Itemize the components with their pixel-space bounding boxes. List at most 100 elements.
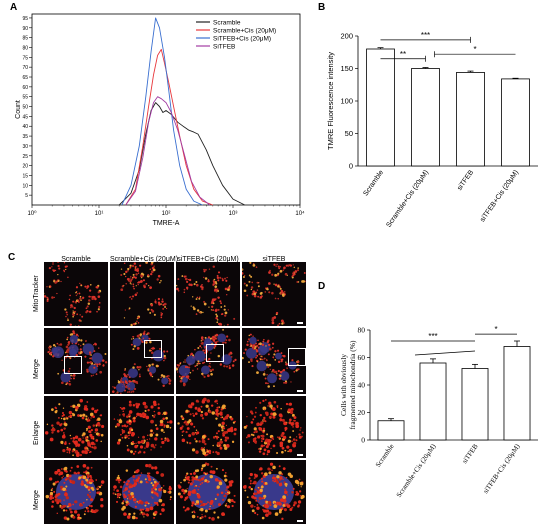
y-tick-label: 40 bbox=[22, 124, 28, 130]
significance-label: ** bbox=[400, 50, 406, 59]
column-header-2: siTFEB+Cis (20μM) bbox=[177, 256, 239, 263]
y-tick-label: 10 bbox=[22, 183, 28, 189]
column-header-1: Scramble+Cis (20μM) bbox=[110, 256, 179, 263]
y-tick-label: 85 bbox=[22, 36, 28, 42]
significance-line-group bbox=[414, 350, 476, 356]
zoom-region-box bbox=[288, 348, 306, 366]
y-tick-label: 40 bbox=[358, 381, 366, 390]
significance-label: * bbox=[473, 45, 476, 54]
y-tick-label: 95 bbox=[22, 16, 28, 22]
y-axis-label: Count bbox=[15, 100, 22, 119]
micrograph-r2-c3 bbox=[242, 396, 306, 458]
significance-label: *** bbox=[421, 31, 430, 40]
y-tick-label: 35 bbox=[22, 134, 28, 140]
legend-label-3: SiTFEB bbox=[213, 44, 235, 51]
bar bbox=[411, 68, 440, 167]
y-tick-label: 0 bbox=[349, 162, 353, 171]
row-label-3: Merge bbox=[33, 490, 40, 510]
series-line-3 bbox=[125, 96, 211, 206]
column-header-0: Scramble bbox=[61, 256, 91, 263]
bar bbox=[377, 420, 405, 441]
micrograph-r2-c1 bbox=[110, 396, 174, 458]
micrograph-r3-c1 bbox=[110, 460, 174, 524]
micrograph-r3-c0 bbox=[44, 460, 108, 524]
row-label-0: MitoTracker bbox=[33, 275, 40, 312]
micrograph-r3-c3 bbox=[242, 460, 306, 524]
y-tick-label: 80 bbox=[22, 45, 28, 51]
panel-b-letter: B bbox=[318, 2, 326, 13]
y-tick-label: 75 bbox=[22, 55, 28, 61]
y-tick-label: 55 bbox=[22, 95, 28, 101]
micrograph-r0-c2 bbox=[176, 262, 240, 326]
significance-label: *** bbox=[428, 332, 437, 341]
y-tick-label: 60 bbox=[358, 353, 366, 362]
row-label-1: Merge bbox=[33, 359, 40, 379]
zoom-region-box bbox=[144, 340, 162, 358]
x-tick-label: 10¹ bbox=[95, 211, 104, 217]
row-label-2: Enlarge bbox=[33, 420, 40, 445]
y-tick-label: 150 bbox=[340, 64, 353, 73]
micrograph-r0-c3 bbox=[242, 262, 306, 326]
x-tick-label: 10³ bbox=[229, 211, 238, 217]
legend-label-2: SiTFEB+Cis (20μM) bbox=[213, 36, 271, 43]
micrograph-r3-c2 bbox=[176, 460, 240, 524]
scale-bar bbox=[297, 454, 303, 456]
series-line-0 bbox=[118, 102, 246, 206]
bar bbox=[501, 78, 530, 167]
micrograph-r1-c1 bbox=[110, 328, 174, 394]
y-tick-label: 50 bbox=[22, 105, 28, 111]
y-tick-label: 20 bbox=[22, 164, 28, 170]
y-tick-label: 100 bbox=[340, 97, 353, 106]
micrograph-r0-c0 bbox=[44, 262, 108, 326]
y-axis-label: fragmented mitochondria (%) bbox=[348, 340, 357, 430]
y-axis-label: Cells with obviously bbox=[339, 354, 348, 416]
zoom-region-box bbox=[206, 344, 224, 362]
micrograph-r2-c2 bbox=[176, 396, 240, 458]
y-tick-label: 90 bbox=[22, 26, 28, 32]
micrograph-r2-c0 bbox=[44, 396, 108, 458]
bar bbox=[456, 72, 485, 167]
y-tick-label: 15 bbox=[22, 173, 28, 179]
y-tick-label: 200 bbox=[340, 32, 353, 41]
bar bbox=[366, 48, 395, 167]
y-tick-label: 45 bbox=[22, 114, 28, 120]
legend-label-1: Scramble+Cis (20μM) bbox=[213, 28, 276, 35]
y-tick-label: 20 bbox=[358, 408, 366, 417]
x-tick-label: siTFEB+Cis (20μM) bbox=[482, 442, 522, 495]
bar bbox=[419, 362, 447, 441]
scale-bar bbox=[297, 520, 303, 522]
x-tick-label: 10⁰ bbox=[27, 210, 37, 217]
y-tick-label: 30 bbox=[22, 144, 28, 150]
significance-label: * bbox=[494, 325, 497, 334]
y-tick-label: 65 bbox=[22, 75, 28, 81]
x-tick-label: Scramble bbox=[374, 443, 396, 469]
y-tick-label: 70 bbox=[22, 65, 28, 71]
bar bbox=[503, 346, 531, 441]
x-tick-label: 10⁴ bbox=[295, 210, 305, 217]
bar bbox=[461, 368, 489, 441]
x-tick-label: siTFEB bbox=[461, 442, 480, 465]
x-tick-label: Scramble+Cis (20μM) bbox=[395, 442, 438, 499]
panel-c-letter: C bbox=[8, 252, 16, 263]
micrograph-r1-c0 bbox=[44, 328, 108, 394]
micrograph-r0-c1 bbox=[110, 262, 174, 326]
y-axis-label: TMRE Fluorescence intensity bbox=[326, 52, 335, 150]
micrograph-r1-c3 bbox=[242, 328, 306, 394]
scale-bar bbox=[297, 390, 303, 392]
y-tick-label: 80 bbox=[358, 326, 366, 335]
scale-bar bbox=[297, 322, 303, 324]
y-tick-label: 50 bbox=[345, 129, 353, 138]
y-tick-label: 0 bbox=[361, 436, 365, 445]
legend-label-0: Scramble bbox=[213, 20, 241, 27]
column-header-3: siTFEB bbox=[262, 256, 286, 263]
y-tick-label: 60 bbox=[22, 85, 28, 91]
panel-d-letter: D bbox=[318, 281, 326, 292]
series-line-2 bbox=[121, 17, 203, 206]
y-tick-label: 25 bbox=[22, 154, 28, 160]
y-tick-label: 5 bbox=[25, 193, 28, 199]
panel-a-letter: A bbox=[10, 2, 18, 13]
x-axis-label: TMRE-A bbox=[153, 220, 180, 227]
